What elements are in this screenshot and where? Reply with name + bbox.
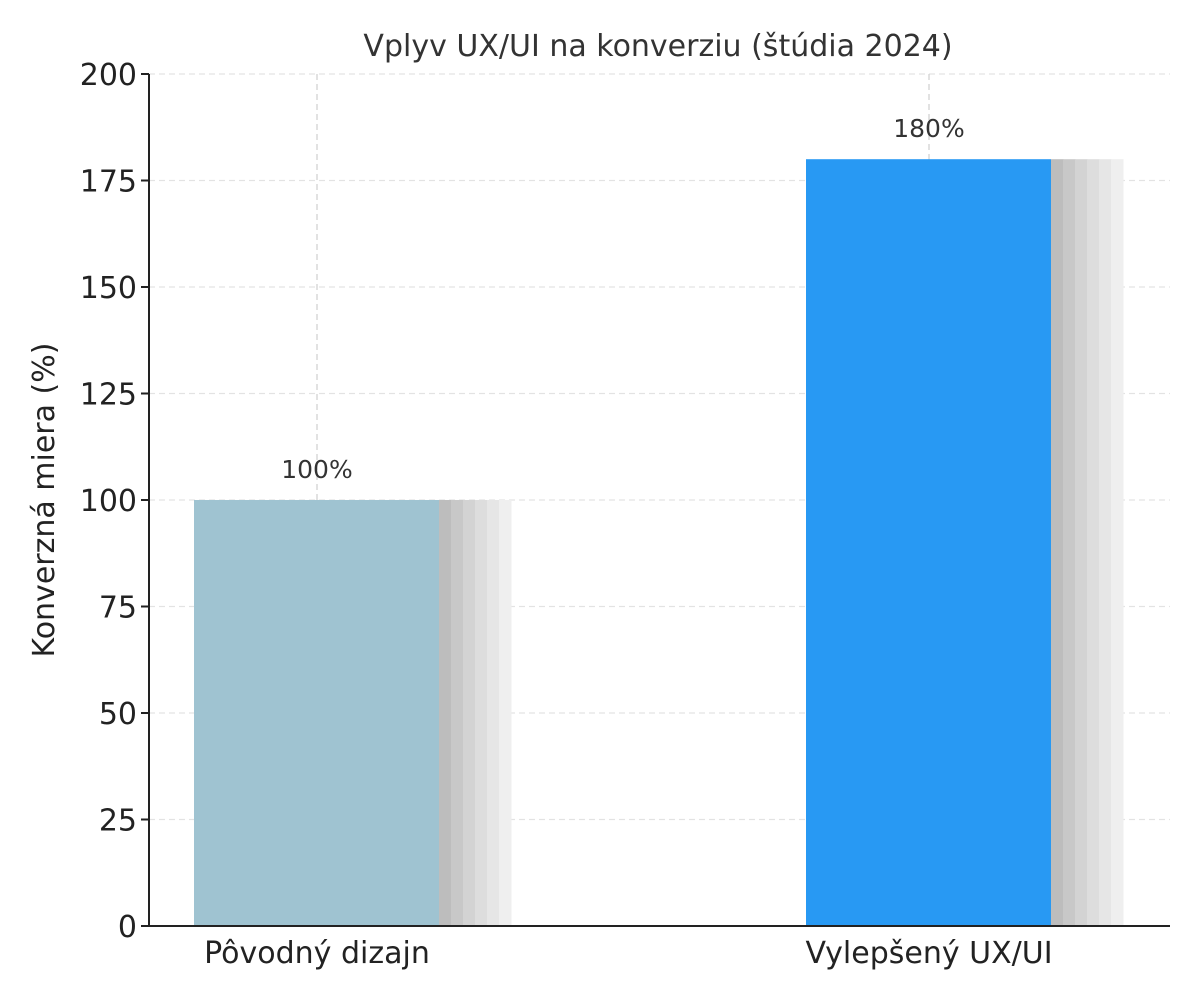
bars-layer: [194, 159, 1124, 926]
bar-shadow: [475, 500, 488, 926]
y-tick-label: 175: [80, 165, 137, 200]
bar-shadow: [1111, 159, 1124, 926]
data-label: 180%: [893, 114, 964, 143]
y-tick-label: 100: [80, 484, 137, 519]
y-tick-label: 50: [99, 697, 137, 732]
y-tick-label: 25: [99, 804, 137, 839]
axes-layer: [141, 73, 1170, 927]
bar: [806, 159, 1051, 926]
y-tick-label: 200: [80, 58, 137, 93]
bar-shadow: [487, 500, 500, 926]
bar-shadow: [1099, 159, 1112, 926]
x-tick-label: Vylepšený UX/UI: [805, 936, 1052, 971]
y-tick-label: 75: [99, 591, 137, 626]
y-axis-label: Konverzná miera (%): [27, 343, 62, 658]
bar-shadow: [463, 500, 476, 926]
bar-shadow: [439, 500, 452, 926]
bar-shadow: [499, 500, 512, 926]
y-tick-label: 150: [80, 271, 137, 306]
bar-shadow: [1063, 159, 1076, 926]
y-tick-label: 0: [118, 910, 137, 945]
bar-shadow: [1075, 159, 1088, 926]
bar: [194, 500, 439, 926]
bar-shadow: [1051, 159, 1064, 926]
data-label: 100%: [281, 455, 352, 484]
x-tick-label: Pôvodný dizajn: [204, 936, 430, 971]
bar-shadow: [1087, 159, 1100, 926]
chart-title: Vplyv UX/UI na konverziu (štúdia 2024): [363, 29, 952, 64]
y-tick-label: 125: [80, 378, 137, 413]
bar-shadow: [451, 500, 464, 926]
labels-layer: 100% Pôvodný dizajn 180% Vylepšený UX/UI 0 25…: [80, 58, 1053, 971]
